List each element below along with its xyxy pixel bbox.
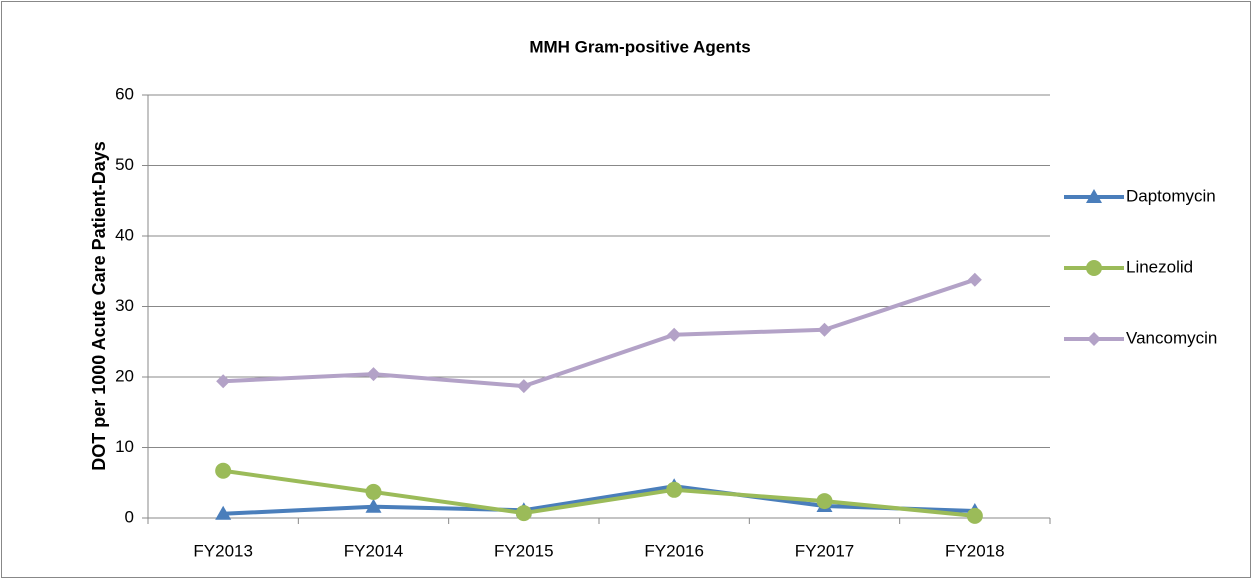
marker bbox=[967, 272, 982, 287]
line bbox=[223, 277, 976, 389]
marker bbox=[816, 493, 833, 510]
y-axis-title: DOT per 1000 Acute Care Patient-Days bbox=[89, 141, 109, 470]
y-tick-label: 10 bbox=[115, 437, 134, 456]
marker bbox=[215, 462, 232, 479]
x-tick-label: FY2017 bbox=[795, 541, 855, 560]
marker bbox=[365, 498, 382, 513]
y-tick-label: 60 bbox=[115, 84, 134, 103]
y-tick-label: 20 bbox=[115, 366, 134, 385]
y-tick-label: 40 bbox=[115, 225, 134, 244]
y-tick-label: 50 bbox=[115, 155, 134, 174]
x-tick-label: FY2016 bbox=[644, 541, 704, 560]
y-tick-label: 30 bbox=[115, 296, 134, 315]
marker bbox=[365, 483, 382, 500]
marker bbox=[215, 505, 232, 520]
legend-marker bbox=[1087, 332, 1101, 346]
x-tick-label: FY2013 bbox=[193, 541, 253, 560]
x-tick-label: FY2014 bbox=[344, 541, 404, 560]
chart-title: MMH Gram-positive Agents bbox=[529, 37, 750, 56]
legend-label: Linezolid bbox=[1126, 257, 1193, 276]
marker bbox=[216, 374, 231, 389]
marker bbox=[516, 379, 531, 394]
marker bbox=[966, 507, 983, 524]
marker bbox=[515, 505, 532, 522]
marker bbox=[667, 327, 682, 342]
marker bbox=[666, 481, 683, 498]
legend-marker bbox=[1086, 189, 1102, 203]
marker bbox=[366, 367, 381, 382]
x-tick-label: FY2018 bbox=[945, 541, 1005, 560]
legend-label: Vancomycin bbox=[1126, 328, 1217, 347]
legend-label: Daptomycin bbox=[1126, 186, 1216, 205]
line bbox=[223, 484, 975, 516]
y-tick-label: 0 bbox=[125, 507, 134, 526]
legend-marker bbox=[1086, 260, 1102, 276]
marker bbox=[817, 322, 832, 337]
x-tick-label: FY2015 bbox=[494, 541, 554, 560]
line bbox=[222, 468, 976, 518]
